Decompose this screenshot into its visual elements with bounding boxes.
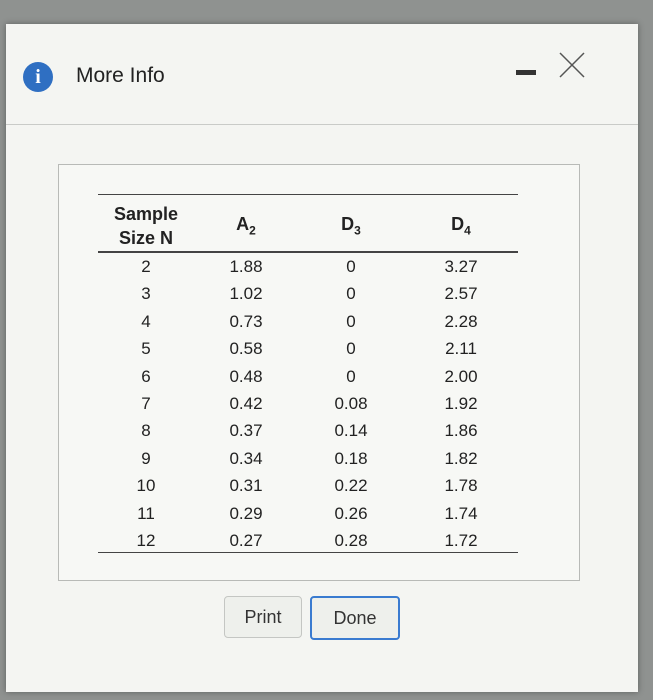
header-letter: D (451, 214, 465, 234)
table-cell: 0.58 (229, 339, 263, 359)
table-cell: 1.82 (444, 448, 478, 468)
table-cell: 0.18 (334, 448, 368, 468)
header-subscript: 4 (464, 223, 471, 238)
header-subscript: 2 (249, 223, 256, 238)
table-cell: 0.14 (334, 421, 368, 441)
table-cell: 2.57 (444, 284, 478, 304)
table-cell: 6 (141, 366, 151, 386)
table-rule (98, 552, 518, 553)
table-cell: 0.08 (334, 394, 368, 413)
table-cell: 1.88 (229, 257, 263, 276)
table-cell: 0.34 (229, 448, 263, 468)
header-letter: D (341, 214, 355, 234)
table-cell: 1.72 (444, 531, 478, 550)
table-cell: 3 (141, 284, 151, 304)
table-cell: 7 (141, 394, 151, 413)
header-line: Size N (118, 228, 174, 248)
dialog-title: More Info (76, 64, 165, 87)
table-panel (58, 164, 580, 581)
minimize-button[interactable] (516, 70, 536, 75)
header-line: Sample (113, 204, 179, 224)
header-letter: A (236, 214, 250, 234)
table-cell: 0 (346, 339, 356, 359)
table-cell: 0 (346, 366, 356, 386)
column-header: D4 (416, 212, 506, 243)
table-cell: 10 (136, 476, 156, 496)
table-cell: 0 (346, 284, 356, 304)
table-cell: 8 (141, 421, 151, 441)
column-header: D3 (306, 212, 396, 243)
table-cell: 0.27 (229, 531, 263, 550)
table-rule (98, 194, 518, 195)
table-cell: 0.48 (229, 366, 263, 386)
table-cell: 0 (346, 257, 356, 276)
info-icon: i (23, 62, 53, 92)
header-subscript: 3 (354, 223, 361, 238)
done-button[interactable]: Done (310, 596, 400, 640)
table-cell: 5 (141, 339, 151, 359)
table-cell: 0.37 (229, 421, 263, 441)
column-header: Sample Size N (101, 202, 191, 250)
table-cell: 0 (346, 311, 356, 331)
table-cell: 1.78 (444, 476, 478, 496)
table-cell: 2.00 (444, 366, 478, 386)
table-cell: 9 (141, 448, 151, 468)
table-cell: 3.27 (444, 257, 478, 276)
dialog: i More Info Print Done Sample Size N A2 D3 D… (6, 24, 638, 692)
table-cell: 2 (141, 257, 151, 276)
print-button[interactable]: Print (224, 596, 302, 638)
title-bar: i More Info (6, 24, 638, 125)
table-cell: 0.31 (229, 476, 263, 496)
table-cell: 11 (137, 503, 155, 523)
close-button[interactable] (557, 50, 587, 80)
table-cell: 1.86 (444, 421, 478, 441)
table-rule (98, 251, 518, 253)
table-cell: 0.28 (334, 531, 368, 550)
table-cell: 4 (141, 311, 151, 331)
table-cell: 1.92 (444, 394, 478, 413)
table-cell: 2.11 (445, 339, 477, 359)
table-cell: 0.26 (334, 503, 368, 523)
table-cell: 1.74 (444, 503, 478, 523)
table-cell: 0.29 (229, 503, 263, 523)
table-cell: 2.28 (444, 311, 478, 331)
column-header: A2 (201, 212, 291, 243)
table-cell: 1.02 (229, 284, 263, 304)
table-cell: 12 (136, 531, 156, 550)
table-cell: 0.42 (229, 394, 263, 413)
table-cell: 0.73 (229, 311, 263, 331)
table-cell: 0.22 (334, 476, 368, 496)
